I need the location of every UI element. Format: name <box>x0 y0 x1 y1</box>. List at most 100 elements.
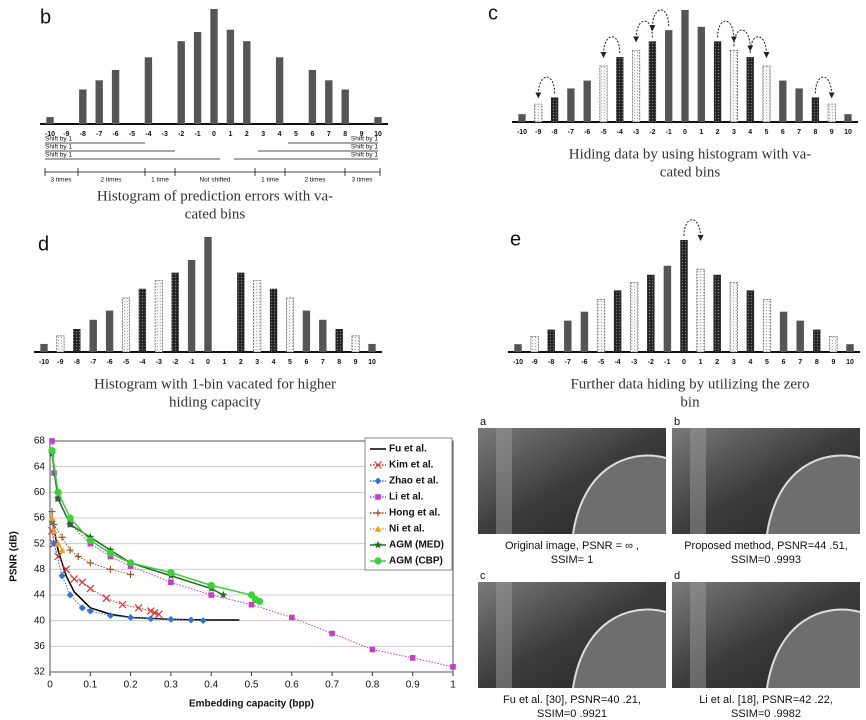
photo-object <box>767 455 860 534</box>
bar <box>171 272 179 352</box>
x-tick-label: 8 <box>813 129 817 136</box>
marker <box>48 514 56 521</box>
marker <box>369 646 376 653</box>
marker <box>49 438 55 444</box>
marker <box>118 600 127 609</box>
x-tick-label: 8 <box>337 359 341 366</box>
x-tick-label: 0.5 <box>245 680 259 691</box>
x-tick-label: -6 <box>106 359 112 366</box>
bar <box>813 329 821 352</box>
bar <box>550 97 559 122</box>
x-tick-label: 5 <box>294 131 298 138</box>
bar <box>40 343 48 352</box>
bar <box>79 89 87 124</box>
marker <box>62 565 71 574</box>
x-tick-label: -2 <box>178 131 184 138</box>
x-tick-label: 0 <box>683 129 687 136</box>
marker <box>329 630 335 637</box>
marker <box>58 533 66 541</box>
marker <box>208 592 214 598</box>
marker <box>54 488 62 496</box>
x-tick-label: -9 <box>57 359 63 366</box>
annotation: Shift by 1 <box>351 152 378 159</box>
marker <box>450 664 456 670</box>
x-tick-label: 0.3 <box>164 680 178 691</box>
bar <box>779 80 787 122</box>
shift-arrow <box>749 36 770 59</box>
series-line <box>51 517 63 551</box>
bar <box>530 335 539 353</box>
marker <box>66 591 74 599</box>
bar <box>547 329 555 352</box>
shift-arrow <box>600 36 621 59</box>
x-tick-label: -4 <box>139 359 145 366</box>
x-tick-label: 9 <box>360 131 364 138</box>
caption: cated bins <box>660 164 721 180</box>
marker <box>199 617 207 625</box>
x-tick-label: -2 <box>649 129 655 136</box>
annotation: 2 times <box>101 177 123 184</box>
image-label: c <box>480 570 486 582</box>
bar <box>269 288 278 352</box>
y-tick-label: 60 <box>34 487 46 498</box>
marker <box>74 553 82 560</box>
x-tick-label: -7 <box>565 359 571 366</box>
y-tick-label: 68 <box>34 436 46 447</box>
x-tick-label: 8 <box>815 359 819 366</box>
bar <box>632 49 641 123</box>
y-tick-label: 64 <box>34 461 46 472</box>
x-tick-label: 2 <box>716 129 720 136</box>
x-tick-label: 6 <box>310 131 314 138</box>
bar <box>846 344 854 352</box>
bar <box>56 335 65 353</box>
x-tick-label: -5 <box>129 131 135 138</box>
marker <box>70 575 79 583</box>
caption: Hiding data by using histogram with va- <box>569 146 811 162</box>
x-tick-label: 2 <box>245 131 249 138</box>
caption: bin <box>680 394 700 410</box>
x-tick-label: -5 <box>123 359 129 366</box>
marker <box>374 477 382 485</box>
bar <box>564 320 572 352</box>
x-tick-label: -7 <box>568 129 574 136</box>
x-tick-label: -10 <box>39 359 49 366</box>
marker <box>58 572 66 580</box>
plot-frame <box>49 440 454 673</box>
y-tick-label: 36 <box>34 641 46 652</box>
photo-edge <box>766 608 861 689</box>
bar <box>73 329 81 352</box>
x-tick-label: 0.8 <box>365 680 379 691</box>
x-tick-label: -8 <box>74 359 80 366</box>
image-caption: Li et al. [18], PSNR=42 .22, <box>699 694 833 706</box>
shift-arrow <box>717 20 737 43</box>
bar <box>111 69 120 124</box>
x-tick-label: -2 <box>172 359 178 366</box>
bar <box>630 282 639 353</box>
x-tick-label: 10 <box>374 131 382 138</box>
x-tick-label: 5 <box>765 359 769 366</box>
marker <box>127 613 135 621</box>
x-tick-label: 0.4 <box>204 680 218 691</box>
x-tick-label: -3 <box>156 359 162 366</box>
marker <box>86 559 94 567</box>
legend-label: Li et al. <box>389 492 424 503</box>
y-tick-label: 44 <box>34 590 46 601</box>
bar <box>729 282 738 353</box>
y-tick-label: 52 <box>34 538 46 549</box>
bar <box>648 41 657 122</box>
caption: Further data hiding by utilizing the zer… <box>570 376 809 392</box>
x-tick-label: -10 <box>517 129 527 136</box>
bar <box>243 41 251 125</box>
x-tick-label: -4 <box>614 359 620 366</box>
x-tick-label: 6 <box>304 359 308 366</box>
panel-label: b <box>40 6 51 28</box>
marker <box>86 536 94 545</box>
marker <box>54 552 62 561</box>
bar <box>226 29 235 125</box>
bar <box>567 88 575 122</box>
x-tick-label: -3 <box>631 359 637 366</box>
caption: Histogram with 1-bin vacated for higher <box>94 376 336 392</box>
bar <box>746 57 754 122</box>
bar <box>341 89 349 124</box>
